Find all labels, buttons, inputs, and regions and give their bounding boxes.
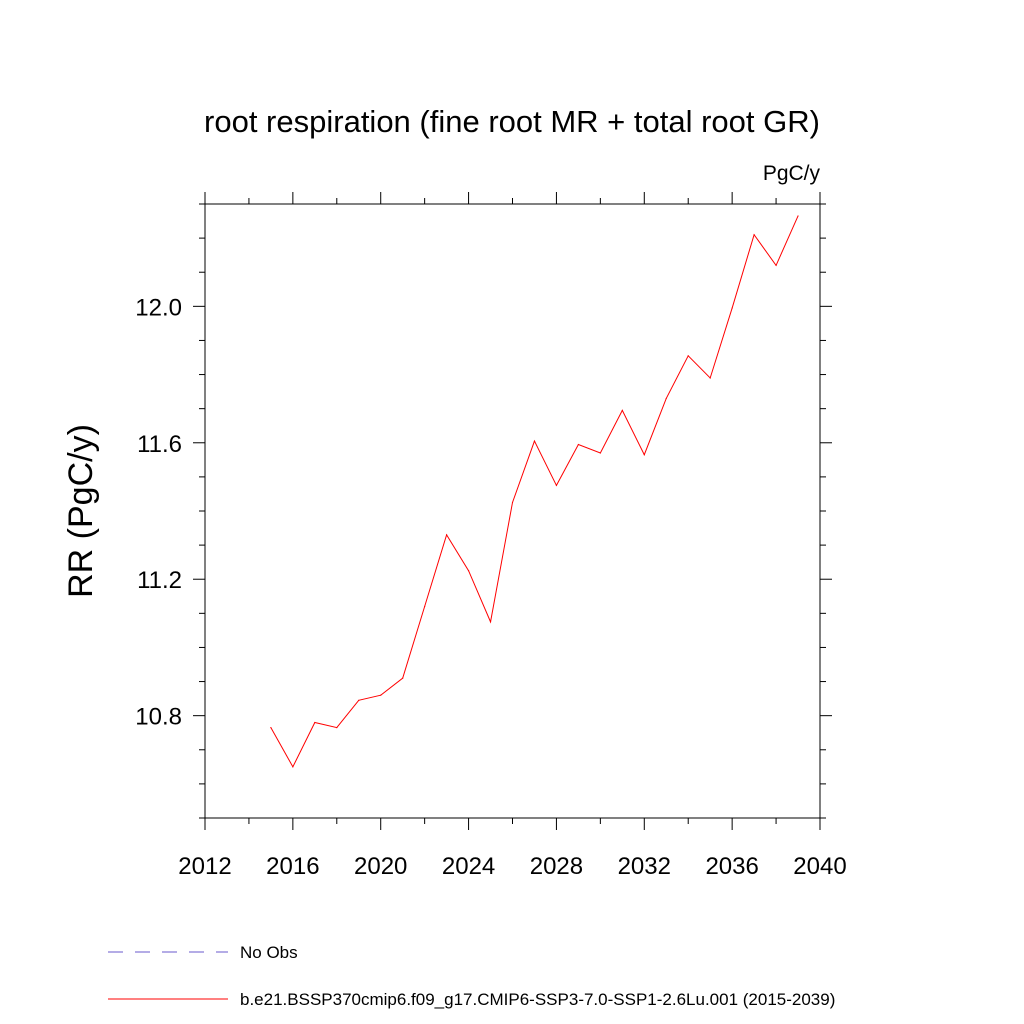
data-point	[731, 307, 733, 309]
x-tick-label: 2016	[266, 853, 319, 880]
y-tick-label: 10.8	[135, 704, 182, 731]
data-point	[380, 694, 382, 696]
data-point	[336, 727, 338, 729]
y-tick-label: 12.0	[135, 294, 182, 321]
data-point	[797, 215, 799, 217]
data-point	[270, 727, 272, 729]
x-tick-label: 2020	[354, 853, 407, 880]
data-point	[533, 440, 536, 442]
data-point	[643, 454, 645, 456]
y-tick-label: 11.2	[137, 567, 182, 594]
data-point	[555, 484, 558, 487]
legend: No Obs b.e21.BSSP370cmip6.f09_g17.CMIP6-S…	[108, 943, 835, 1009]
data-point	[467, 570, 470, 572]
data-point	[424, 605, 426, 608]
data-point	[599, 452, 601, 454]
data-point	[402, 677, 404, 679]
x-tick-label: 2032	[618, 853, 671, 880]
x-tick-label: 2028	[530, 853, 583, 880]
data-point	[358, 699, 360, 701]
legend-label: b.e21.BSSP370cmip6.f09_g17.CMIP6-SSP3-7.…	[240, 990, 835, 1009]
chart-title: root respiration (fine root MR + total r…	[204, 104, 820, 139]
data-point	[292, 766, 294, 768]
y-axis-label: RR (PgC/y)	[62, 424, 100, 598]
data-point	[489, 621, 492, 623]
data-point	[753, 234, 755, 236]
x-tick-label: 2024	[442, 853, 495, 880]
series-line	[270, 215, 799, 768]
data-point	[621, 409, 623, 411]
legend-label: No Obs	[240, 943, 298, 962]
axis-tick-labels: 2012 2016 2020 2024 2028 2032 2036 2040 10.8 11.2…	[135, 294, 846, 880]
data-point	[314, 721, 316, 724]
data-point	[665, 397, 667, 400]
plot-frame	[204, 203, 821, 819]
y-tick-label: 11.6	[137, 431, 182, 458]
data-point	[577, 443, 579, 446]
data-point	[709, 377, 711, 379]
series-layer	[270, 215, 799, 768]
data-point	[446, 534, 448, 536]
data-point	[511, 501, 514, 504]
data-point	[687, 355, 689, 357]
x-tick-label: 2012	[178, 853, 231, 880]
x-tick-label: 2040	[793, 853, 846, 880]
data-point	[775, 264, 777, 266]
x-tick-label: 2036	[705, 853, 758, 880]
units-label: PgC/y	[763, 162, 821, 185]
axis-ticks	[193, 192, 832, 830]
